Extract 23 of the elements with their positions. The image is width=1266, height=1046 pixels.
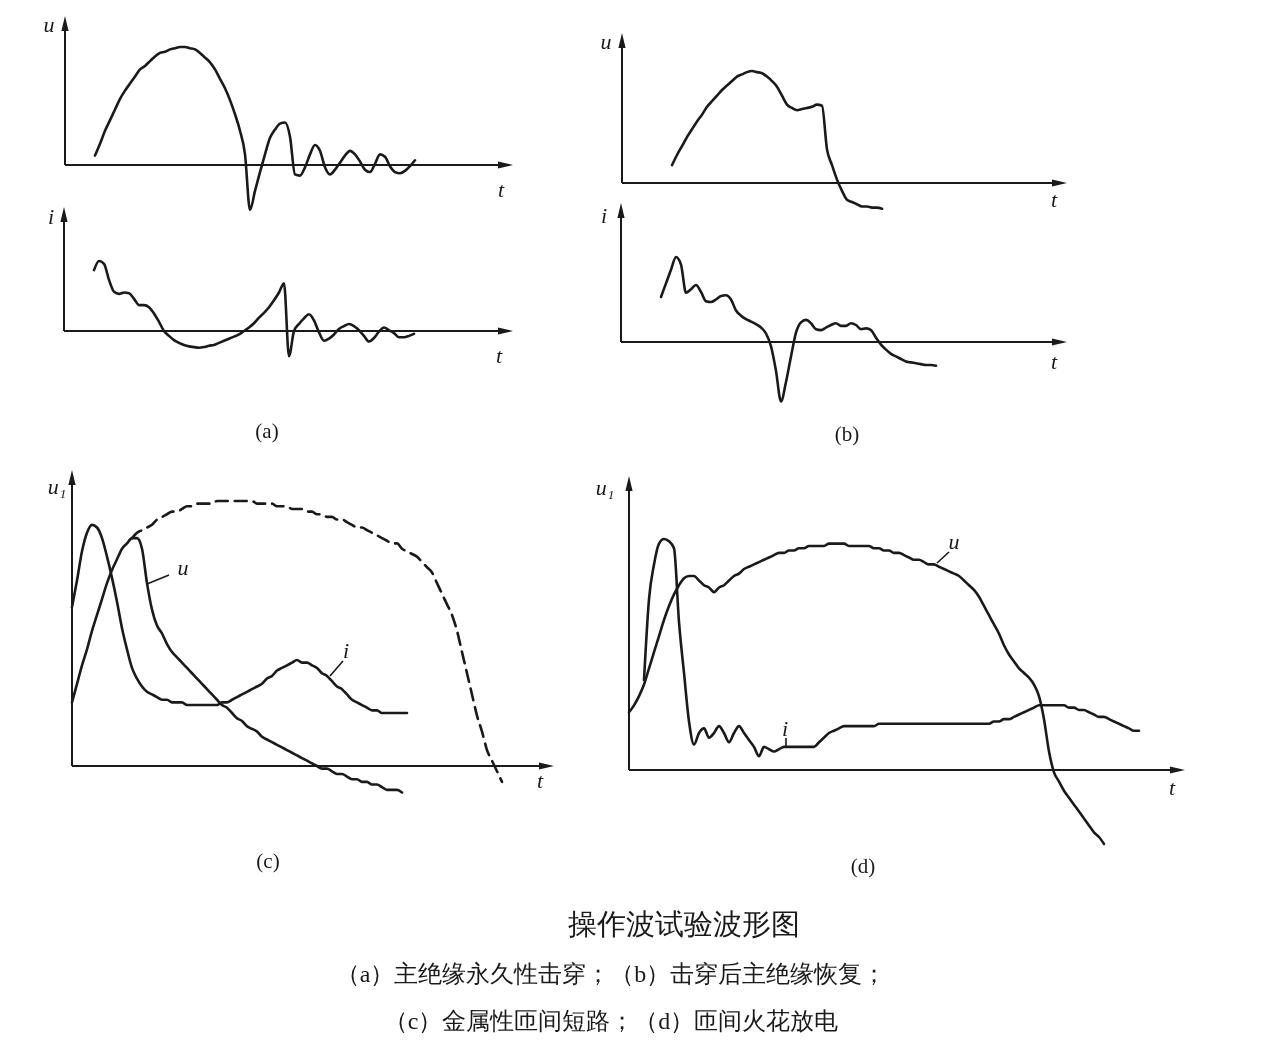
y-axis-title: i xyxy=(600,203,608,228)
x-axis-title: t xyxy=(1050,187,1058,212)
text: 操作波试验波形图 xyxy=(568,907,800,940)
x-axis-title: t xyxy=(497,177,505,202)
y-axis-title: u xyxy=(600,29,612,54)
x-axis-title: t xyxy=(536,768,544,793)
y-axis-title: u₁ xyxy=(47,474,67,499)
y-axis-title: i xyxy=(47,204,55,229)
x-axis-title: t xyxy=(1050,349,1058,374)
y-axis-title: u xyxy=(43,12,55,37)
legend-label: u xyxy=(177,555,189,580)
text: (c) xyxy=(256,848,280,873)
series-label: u xyxy=(948,529,960,554)
text: (d) xyxy=(850,853,876,878)
text: (a) xyxy=(255,418,279,443)
text: （a）主绝缘永久性击穿；（b）击穿后主绝缘恢复； xyxy=(335,961,887,987)
text: (b) xyxy=(834,421,860,446)
series-label: i xyxy=(342,638,350,663)
text: （c）金属性匝间短路；（d）匝间火花放电 xyxy=(383,1008,839,1034)
x-axis-title: t xyxy=(1168,775,1176,800)
y-axis-title: u₁ xyxy=(595,475,615,500)
legend-label: i xyxy=(781,716,789,741)
x-axis-title: t xyxy=(495,343,503,368)
